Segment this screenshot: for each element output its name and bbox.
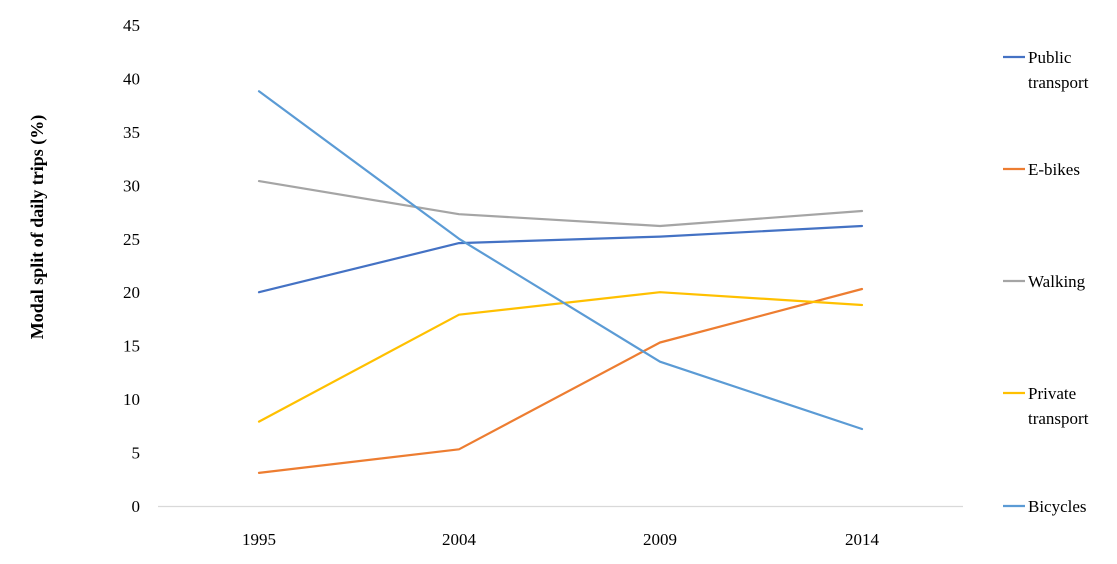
series-line <box>257 90 864 431</box>
legend-label: Bicycles <box>1028 497 1087 516</box>
legend-item: E-bikes <box>1003 160 1080 179</box>
legend-label: transport <box>1028 409 1089 428</box>
y-tick-label: 25 <box>123 230 140 249</box>
legend-label: Public <box>1028 48 1072 67</box>
series-line <box>257 180 864 228</box>
legend-label: transport <box>1028 73 1089 92</box>
y-axis-title: Modal split of daily trips (%) <box>27 115 48 340</box>
y-tick-label: 45 <box>123 16 140 35</box>
y-axis-ticks: 0 5 10 15 20 25 30 35 40 45 <box>123 16 140 516</box>
x-tick-label: 1995 <box>242 530 276 549</box>
legend-item: Walking <box>1003 272 1086 291</box>
x-tick-label: 2009 <box>643 530 677 549</box>
legend-item: Bicycles <box>1003 497 1087 516</box>
legend-label: Private <box>1028 384 1076 403</box>
series-line <box>257 224 864 294</box>
y-tick-label: 15 <box>123 337 140 356</box>
y-tick-label: 10 <box>123 390 140 409</box>
x-axis: 1995 2004 2009 2014 <box>158 505 963 549</box>
y-tick-label: 5 <box>132 444 141 463</box>
legend-item: Private transport <box>1003 384 1089 428</box>
y-tick-label: 35 <box>123 123 140 142</box>
y-tick-label: 30 <box>123 176 140 195</box>
y-axis-title-group: Modal split of daily trips (%) <box>27 115 48 340</box>
y-tick-label: 40 <box>123 69 140 88</box>
legend-label: E-bikes <box>1028 160 1080 179</box>
x-tick-label: 2014 <box>845 530 880 549</box>
y-tick-label: 20 <box>123 283 140 302</box>
series-line <box>257 287 864 474</box>
y-tick-label: 0 <box>132 497 141 516</box>
x-tick-label: 2004 <box>442 530 477 549</box>
legend: Public transport E-bikes Walking Private tran… <box>1003 48 1089 516</box>
series-line <box>257 291 864 423</box>
legend-item: Public transport <box>1003 48 1089 92</box>
series-lines <box>257 90 864 474</box>
legend-label: Walking <box>1028 272 1086 291</box>
